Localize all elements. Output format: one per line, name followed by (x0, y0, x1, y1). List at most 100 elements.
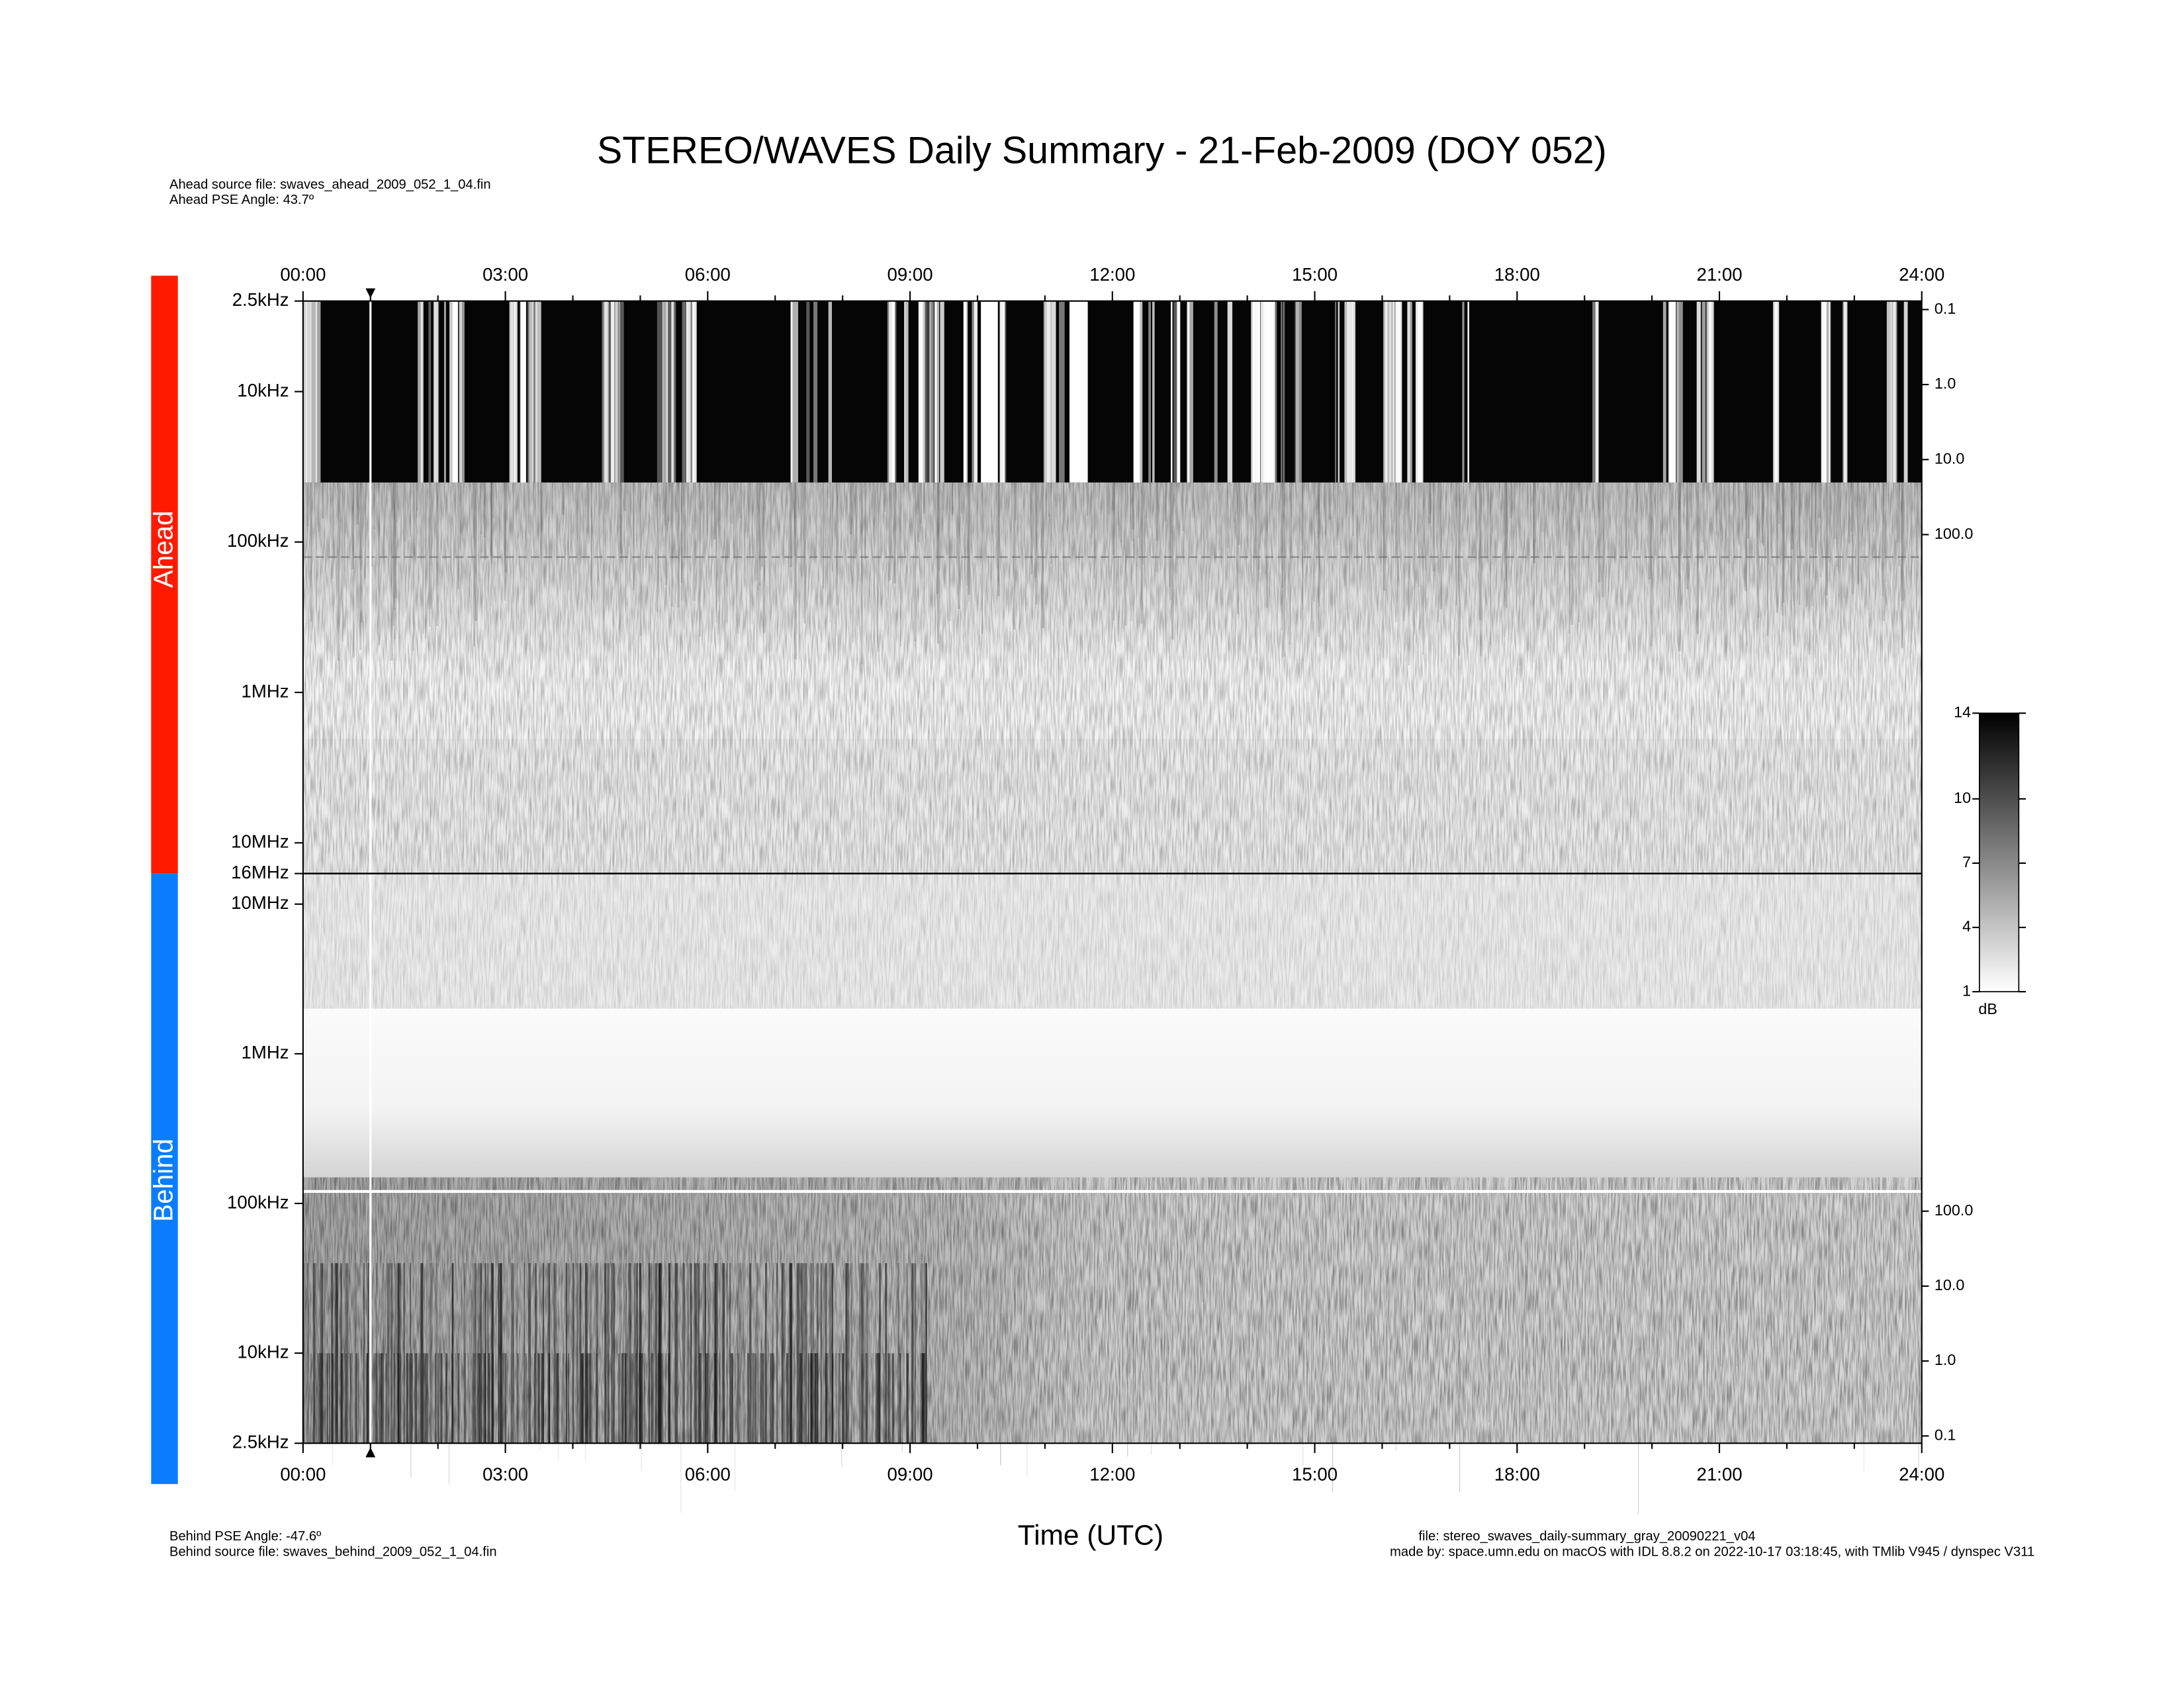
streak (553, 1353, 555, 1444)
streak (825, 1353, 829, 1444)
gap (673, 301, 676, 483)
streak (655, 1267, 657, 1374)
streak (936, 482, 939, 594)
y-tick-label: 10kHz (237, 1341, 289, 1362)
streak (543, 1260, 545, 1366)
streak (457, 482, 459, 589)
gap (657, 301, 664, 483)
streak (751, 1353, 754, 1444)
gap (532, 301, 537, 483)
streak (586, 482, 589, 534)
streak (383, 482, 385, 573)
streak (1013, 482, 1016, 630)
streak (1130, 482, 1132, 622)
streak (938, 482, 940, 571)
streak (670, 482, 674, 607)
y2-tick-label: 100.0 (1934, 525, 1973, 542)
streak (1513, 482, 1515, 559)
streak (565, 1263, 567, 1444)
streak (823, 482, 825, 589)
streak (790, 482, 792, 567)
streak (700, 1353, 702, 1444)
streak (1149, 482, 1152, 529)
streak (899, 1353, 901, 1444)
streak (1289, 482, 1291, 645)
streak (506, 1270, 508, 1416)
streak (1719, 482, 1721, 567)
streak (1255, 482, 1257, 654)
streak (887, 1353, 891, 1444)
streak (1815, 482, 1817, 554)
y-tick-label: 2.5kHz (232, 1432, 289, 1452)
streak (1490, 482, 1493, 565)
streak (1649, 482, 1651, 580)
streak (1679, 482, 1681, 511)
streak (1533, 482, 1535, 663)
streak (763, 1353, 766, 1444)
streak (392, 482, 395, 598)
streak (596, 1353, 598, 1444)
streak (914, 1263, 917, 1444)
streak (814, 1353, 816, 1444)
gap (893, 301, 897, 483)
streak (633, 482, 635, 590)
streak (813, 1267, 814, 1428)
streak (411, 1353, 413, 1444)
streak (769, 482, 772, 652)
streak (535, 1221, 537, 1364)
block (302, 301, 1922, 483)
x-tick-label: 24:00 (1899, 1464, 1944, 1484)
streak (618, 482, 621, 643)
x-tick-label: 12:00 (1089, 1464, 1135, 1484)
streak (761, 482, 763, 567)
streak (1510, 482, 1513, 518)
streak (612, 1263, 615, 1444)
streak (1715, 1228, 1717, 1350)
gap (310, 301, 318, 483)
streak (1702, 482, 1705, 543)
gap (1352, 301, 1355, 483)
panel-label: Ahead (148, 510, 178, 588)
streak (625, 1263, 627, 1444)
streak (1504, 482, 1506, 637)
gap (934, 301, 940, 483)
streak (1031, 482, 1034, 620)
streak (923, 482, 925, 514)
gap (610, 301, 615, 483)
streak (613, 1263, 615, 1444)
streak (925, 1263, 927, 1444)
streak (608, 1353, 609, 1444)
gap (510, 301, 514, 483)
gap (889, 301, 895, 483)
colorbar-tick-label: 10 (1954, 789, 1971, 806)
ahead-angle: Ahead PSE Angle: 43.7º (169, 193, 314, 207)
streak (459, 482, 462, 533)
streak (748, 482, 749, 532)
streak (557, 1353, 559, 1444)
colorbar-label: dB (1978, 1000, 1997, 1017)
streak (611, 1263, 613, 1444)
gap (686, 301, 691, 483)
streak (710, 1264, 711, 1395)
streak (356, 482, 359, 525)
streak (997, 482, 1000, 596)
streak (694, 1263, 698, 1444)
streak (698, 482, 701, 637)
streak (596, 1353, 598, 1444)
streak (847, 1263, 850, 1444)
streak (406, 1353, 408, 1444)
colorbar-tick-label: 14 (1954, 704, 1971, 721)
gap (1702, 301, 1706, 483)
streak (1776, 482, 1778, 613)
streak (490, 1263, 492, 1444)
streak (737, 1353, 739, 1444)
streak (1586, 482, 1588, 592)
streak (1437, 482, 1439, 623)
streak (410, 1315, 412, 1477)
x-tick-label: 00:00 (280, 1464, 326, 1484)
streak (707, 1353, 711, 1444)
streak (668, 1263, 670, 1444)
streak (1747, 482, 1749, 539)
streak (718, 1353, 721, 1444)
